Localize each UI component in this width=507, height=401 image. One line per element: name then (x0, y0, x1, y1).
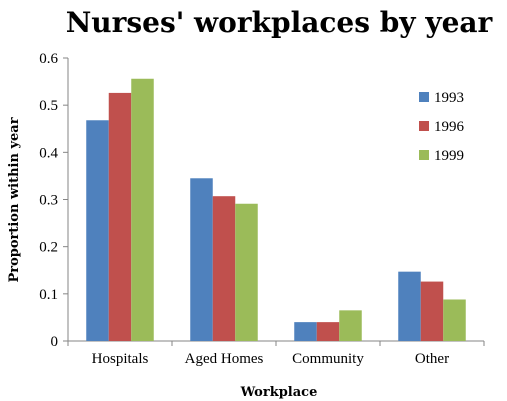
bar-1999 (235, 203, 258, 341)
bar-1996 (420, 281, 444, 341)
bar-1996 (212, 196, 236, 341)
x-axis-label: Workplace (240, 385, 318, 400)
bar-1999 (339, 310, 362, 341)
plot-area: 0 0.1 0.2 0.3 0.4 0.5 0.6 Hospitals Aged Homes Co… (39, 51, 485, 367)
x-tick-label: Hospitals (92, 351, 149, 367)
legend-swatch-1996 (419, 121, 429, 131)
bar-1999 (443, 299, 466, 341)
bar-1993 (86, 120, 109, 341)
y-tick-label: 0.3 (39, 193, 58, 209)
bar-1996 (108, 92, 132, 341)
chart-title: Nurses' workplaces by year (66, 6, 494, 39)
legend-label-1996: 1996 (434, 119, 465, 135)
x-tick-label: Community (292, 351, 364, 367)
bar-1996 (316, 322, 340, 341)
y-tick-label: 0 (51, 334, 59, 350)
y-tick-label: 0.6 (39, 51, 58, 67)
legend-label-1993: 1993 (434, 90, 464, 106)
bar-1993 (190, 178, 213, 341)
x-tick-label: Aged Homes (185, 351, 264, 367)
bar-1993 (398, 271, 421, 341)
legend-swatch-1999 (419, 150, 429, 160)
y-tick-label: 0.5 (39, 98, 58, 114)
y-tick-label: 0.4 (39, 145, 58, 161)
legend-label-1999: 1999 (434, 148, 464, 164)
x-tick-label: Other (415, 351, 449, 367)
y-tick-label: 0.1 (39, 287, 58, 303)
legend: 1993 1996 1999 (419, 90, 465, 164)
y-tick-label: 0.2 (39, 240, 58, 256)
bar-1993 (294, 322, 317, 341)
legend-swatch-1993 (419, 92, 429, 102)
bar-1999 (131, 78, 154, 342)
y-axis-label: Proportion within year (7, 117, 22, 282)
